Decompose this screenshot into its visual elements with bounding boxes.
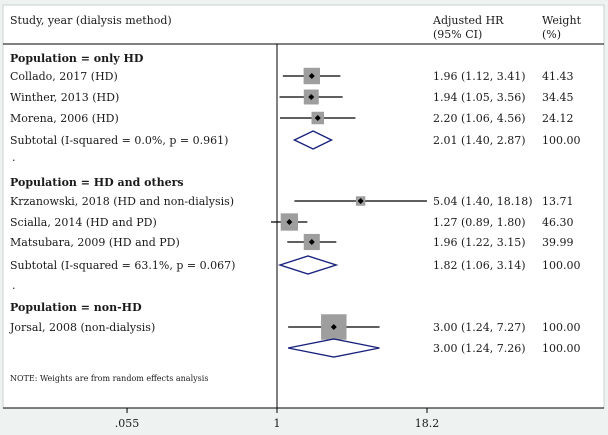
group-title: Population = non-HD: [10, 301, 142, 314]
study-ci: 1.96 (1.22, 3.15): [433, 236, 526, 249]
study-ci: 1.27 (0.89, 1.80): [433, 216, 526, 229]
study-label: Morena, 2006 (HD): [10, 112, 119, 125]
study-label: Jorsal, 2008 (non-dialysis): [9, 321, 155, 334]
point-estimate: [330, 324, 337, 330]
study-label: Collado, 2017 (HD): [10, 70, 118, 83]
study-weight: 13.71: [542, 195, 574, 208]
pooled-diamond: [277, 255, 339, 275]
group-separator: .: [12, 151, 16, 164]
x-tick-label: .055: [115, 417, 140, 430]
subtotal-ci: 3.00 (1.24, 7.26): [433, 342, 526, 355]
pooled-diamond: [292, 130, 334, 150]
point-estimate: [314, 115, 321, 121]
footnote: NOTE: Weights are from random effects an…: [10, 374, 208, 383]
study-weight: 24.12: [542, 112, 574, 125]
plot-area: [2, 4, 605, 409]
header-hr: Adjusted HR: [432, 14, 504, 27]
header-study: Study, year (dialysis method): [10, 14, 172, 27]
subtotal-label: Subtotal (I-squared = 0.0%, p = 0.961): [10, 134, 228, 147]
subtotal-ci: 1.82 (1.06, 3.14): [433, 259, 526, 272]
study-weight: 100.00: [542, 321, 581, 334]
x-tick-label: 18.2: [415, 417, 440, 430]
x-tick-label: 1: [274, 417, 281, 430]
point-estimate: [308, 94, 315, 100]
study-ci: 1.94 (1.05, 3.56): [433, 91, 526, 104]
subtotal-weight: 100.00: [542, 134, 581, 147]
study-label: Winther, 2013 (HD): [10, 91, 119, 104]
study-weight: 46.30: [542, 216, 574, 229]
group-title: Population = HD and others: [10, 176, 184, 189]
subtotal-ci: 2.01 (1.40, 2.87): [433, 134, 526, 147]
study-ci: 5.04 (1.40, 18.18): [433, 195, 533, 208]
subtotal-weight: 100.00: [542, 259, 581, 272]
study-label: Matsubara, 2009 (HD and PD): [10, 236, 180, 249]
group-separator: .: [12, 279, 16, 292]
group-title: Population = only HD: [10, 52, 144, 65]
study-weight: 34.45: [542, 91, 574, 104]
subtotal-weight: 100.00: [542, 342, 581, 355]
study-label: Scialla, 2014 (HD and PD): [10, 216, 157, 229]
point-estimate: [308, 73, 315, 79]
header-ci: (95% CI): [433, 28, 482, 41]
point-estimate: [357, 198, 364, 204]
study-ci: 3.00 (1.24, 7.27): [433, 321, 526, 334]
study-ci: 1.96 (1.12, 3.41): [433, 70, 526, 83]
study-weight: 39.99: [542, 236, 574, 249]
point-estimate: [308, 239, 315, 245]
header-weight: Weight: [542, 14, 582, 27]
pooled-diamond: [287, 338, 380, 358]
study-label: Krzanowski, 2018 (HD and non-dialysis): [10, 195, 234, 208]
point-estimate: [286, 219, 293, 225]
subtotal-label: Subtotal (I-squared = 63.1%, p = 0.067): [10, 259, 235, 272]
study-ci: 2.20 (1.06, 4.56): [433, 112, 526, 125]
header-weight-unit: (%): [542, 28, 561, 41]
study-weight: 41.43: [542, 70, 574, 83]
